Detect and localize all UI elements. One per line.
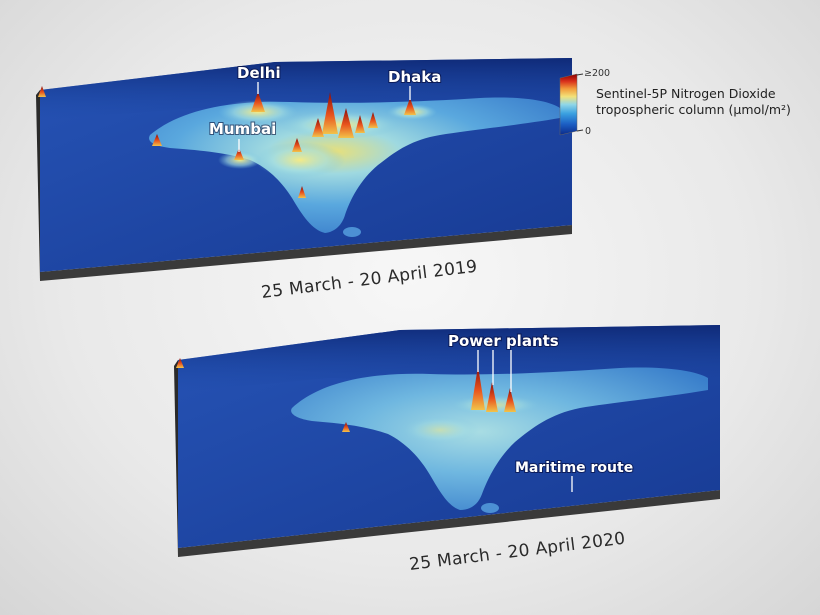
map-2020-glow-central <box>400 416 480 444</box>
no2-spike-corner <box>38 86 46 97</box>
no2-spike-east-5 <box>368 112 378 128</box>
map-2019-sri-lanka <box>343 227 361 237</box>
map-2019-side-front <box>40 225 572 281</box>
no2-spike-delhi <box>251 92 265 112</box>
legend-color-bar <box>559 73 578 136</box>
map-2020-side-left <box>174 360 178 557</box>
no2-spike-east-4 <box>355 115 365 133</box>
no2-spike-central <box>292 138 302 152</box>
legend-title-line1: Sentinel-5P Nitrogen Dioxide <box>596 86 776 101</box>
no2-spike-minor-1 <box>342 422 350 432</box>
map-2019-glow-central <box>255 142 345 178</box>
city-label-dhaka: Dhaka <box>388 68 441 86</box>
no2-spike-east-1 <box>322 92 338 134</box>
legend-max-tick <box>576 73 584 76</box>
date-label-2020: 25 March - 20 April 2020 <box>408 529 626 575</box>
annotation-maritime-route: Maritime route <box>515 460 633 476</box>
map-2019-glow-gangetic <box>280 111 400 139</box>
no2-spike-power-plant-2 <box>486 382 498 412</box>
no2-spike-east-3 <box>312 118 324 137</box>
date-label-2019: 25 March - 20 April 2019 <box>260 257 478 303</box>
map-2020-landmass <box>291 367 708 510</box>
map-2019-side-left <box>36 90 40 281</box>
city-label-delhi: Delhi <box>237 64 281 82</box>
legend-max-label: ≥200 <box>584 68 610 79</box>
city-label-mumbai: Mumbai <box>209 120 276 138</box>
no2-spike-power-plant-1 <box>471 366 485 410</box>
legend-title-line2: tropospheric column (µmol/m²) <box>596 102 791 117</box>
no2-spike-power-plant-3 <box>504 388 516 412</box>
legend-min-label: 0 <box>585 126 591 137</box>
map-2020-sri-lanka <box>481 503 499 513</box>
no2-spike-mumbai <box>234 148 244 160</box>
legend-min-tick <box>576 129 584 132</box>
map-2019-spikes <box>38 86 416 198</box>
legend: ≥200 0 Sentinel-5P Nitrogen Dioxide trop… <box>559 68 791 137</box>
no2-spike-east-2 <box>338 108 354 138</box>
map-2020-spikes <box>176 358 516 432</box>
map-2019-landmass <box>149 97 560 234</box>
map-2020-side-front <box>178 490 720 557</box>
no2-spike-west <box>152 134 162 146</box>
map-2020: Power plants Maritime route <box>174 325 720 557</box>
no2-spike-minor-2 <box>176 358 184 368</box>
no2-spike-dhaka <box>404 98 416 115</box>
no2-spike-south <box>298 186 306 198</box>
annotation-power-plants: Power plants <box>448 332 559 350</box>
map-2019: Delhi Dhaka Mumbai <box>36 58 572 281</box>
